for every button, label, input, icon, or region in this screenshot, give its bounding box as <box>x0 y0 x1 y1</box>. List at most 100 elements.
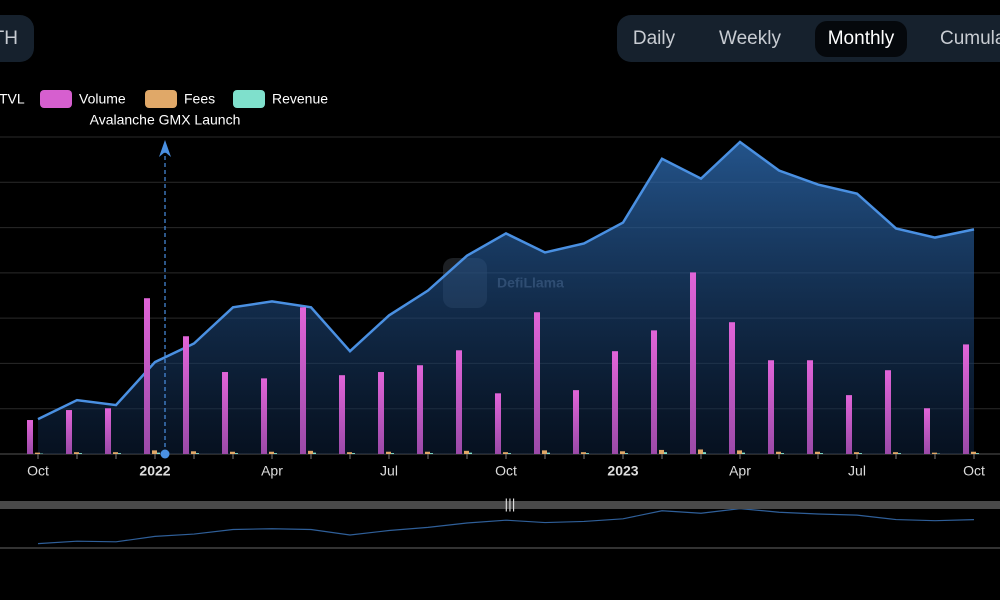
legend-label[interactable]: TVL <box>0 91 25 107</box>
bar <box>503 452 508 454</box>
x-tick-label: 2023 <box>607 463 638 479</box>
x-tick-label: Jul <box>848 463 866 479</box>
x-tick-label: Oct <box>27 463 49 479</box>
annotation-arrow <box>159 140 171 157</box>
bar <box>547 452 550 454</box>
bar <box>542 450 547 454</box>
bar <box>820 453 823 454</box>
bar <box>659 449 664 454</box>
bar <box>261 378 267 454</box>
bar <box>430 453 433 454</box>
bar <box>196 453 199 454</box>
bar <box>976 453 979 454</box>
bar <box>386 451 391 454</box>
bar <box>612 351 618 454</box>
bar <box>859 453 862 454</box>
bar <box>118 453 121 454</box>
bar <box>191 451 196 454</box>
period-button[interactable]: Cumulative <box>940 28 1000 49</box>
bar <box>586 453 589 454</box>
bar <box>308 450 313 454</box>
bar <box>625 453 628 454</box>
bar <box>742 452 745 454</box>
legend-swatch[interactable] <box>145 90 177 108</box>
bar <box>347 452 352 454</box>
x-tick-label: Apr <box>729 463 751 479</box>
x-tick-label: Jul <box>380 463 398 479</box>
bar <box>508 453 511 454</box>
bar <box>339 375 345 454</box>
bar <box>807 360 813 454</box>
bar <box>157 452 160 454</box>
bar <box>924 408 930 454</box>
area <box>38 141 974 454</box>
bar <box>27 420 33 454</box>
bar <box>703 452 706 454</box>
bar <box>66 410 72 454</box>
bar <box>664 452 667 454</box>
bar <box>274 453 277 454</box>
bar <box>581 452 586 454</box>
navigator-handle[interactable]: ||| <box>505 496 516 512</box>
bar <box>378 372 384 454</box>
period-active[interactable] <box>815 21 907 57</box>
bar <box>417 365 423 454</box>
bar <box>469 452 472 454</box>
bar <box>495 393 501 454</box>
bar <box>269 451 274 454</box>
bar <box>729 322 735 454</box>
annotation-text: Avalanche GMX Launch <box>90 112 241 128</box>
bar <box>573 390 579 454</box>
navigator-line <box>37 508 975 545</box>
line <box>37 140 975 421</box>
period-button[interactable]: Monthly <box>828 28 895 49</box>
navigator-bar[interactable] <box>0 501 1000 509</box>
legend-label[interactable]: Volume <box>79 91 126 107</box>
legend-swatch[interactable] <box>233 90 265 108</box>
bar <box>456 350 462 454</box>
bar <box>35 452 40 454</box>
bar <box>230 451 235 454</box>
bar <box>971 451 976 454</box>
bar <box>898 453 901 454</box>
annotation-dot <box>160 449 170 459</box>
bar <box>620 451 625 454</box>
bar <box>152 450 157 454</box>
bar <box>113 452 118 454</box>
bar <box>464 450 469 454</box>
bar <box>893 452 898 454</box>
legend-label[interactable]: Fees <box>184 91 215 107</box>
bar <box>698 449 703 454</box>
bar <box>781 453 784 454</box>
bar <box>776 451 781 454</box>
bar <box>651 330 657 454</box>
period-button[interactable]: Weekly <box>719 28 781 49</box>
legend-swatch[interactable] <box>40 90 72 108</box>
bar <box>737 450 742 454</box>
bar <box>300 307 306 454</box>
bar <box>768 360 774 454</box>
bar <box>391 453 394 454</box>
bar <box>425 451 430 454</box>
bar <box>352 453 355 454</box>
bar <box>932 452 937 454</box>
x-tick-label: Oct <box>495 463 517 479</box>
x-tick-label: 2022 <box>139 463 170 479</box>
bar <box>885 370 891 454</box>
bar <box>235 453 238 454</box>
selector-pill[interactable] <box>0 15 34 62</box>
bar <box>105 408 111 454</box>
bar <box>534 312 540 454</box>
selector-label[interactable]: ETH <box>0 28 18 49</box>
bar <box>222 372 228 454</box>
legend-label[interactable]: Revenue <box>272 91 328 107</box>
bar <box>690 272 696 454</box>
period-button[interactable]: Daily <box>633 28 676 49</box>
bar <box>74 452 79 454</box>
bar <box>313 452 316 454</box>
bar <box>963 344 969 454</box>
x-tick-label: Oct <box>963 463 985 479</box>
bar <box>815 451 820 454</box>
bar <box>846 395 852 454</box>
